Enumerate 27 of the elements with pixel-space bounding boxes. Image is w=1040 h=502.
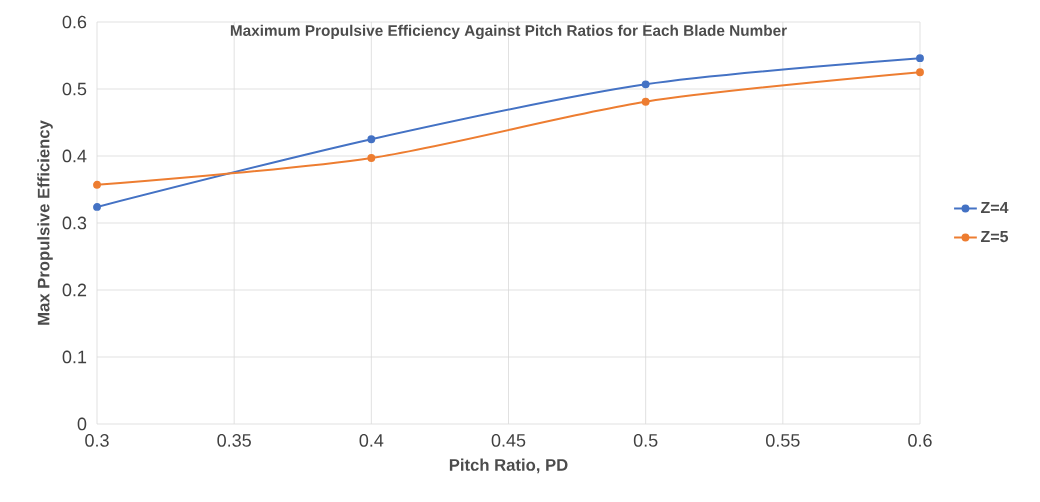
point [93, 180, 101, 189]
y-tick-label: 0.1 [62, 350, 87, 364]
legend-label: Z=4 [980, 201, 1009, 213]
x-tick-label: 0.35 [217, 434, 251, 447]
x-tick-label: 0.6 [908, 434, 932, 447]
point [916, 68, 924, 77]
y-tick-label: 0.4 [62, 149, 87, 163]
y-tick-label: 0.3 [62, 216, 87, 230]
chart-title: Maximum Propulsive Efficiency Against Pitch Ratios for Each Blade Number [230, 24, 787, 40]
y-tick-label: 0 [77, 417, 87, 431]
legend-label: Z=5 [980, 231, 1009, 243]
point [367, 154, 376, 162]
point [641, 97, 650, 106]
point [93, 202, 101, 211]
x-tick-label: 0.3 [85, 434, 109, 447]
y-tick-label: 0.5 [62, 82, 87, 96]
x-tick-label: 0.45 [491, 434, 526, 447]
point [916, 54, 924, 63]
y-tick-label: 0.6 [62, 15, 87, 29]
x-tick-label: 0.55 [766, 434, 800, 447]
y-axis-title: Max Propulsive Efficiency [37, 120, 53, 325]
x-tick-label: 0.5 [633, 434, 658, 447]
x-tick-label: 0.4 [359, 434, 384, 447]
x-axis-title: Pitch Ratio, PD [449, 458, 568, 474]
point [641, 80, 650, 89]
point [367, 135, 376, 144]
y-tick-label: 0.2 [62, 283, 87, 297]
